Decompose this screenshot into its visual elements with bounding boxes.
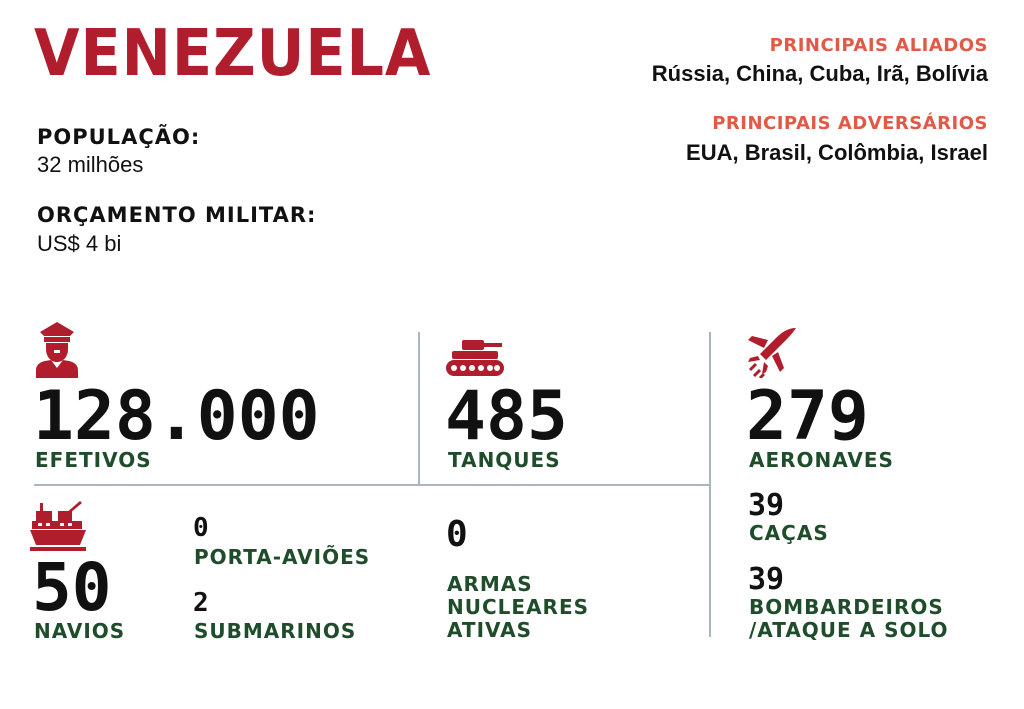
- population-label: POPULAÇÃO:: [37, 125, 201, 149]
- allies-list: Rússia, China, Cuba, Irã, Bolívia: [651, 61, 988, 86]
- nukes-label-line2: NUCLEARES: [447, 595, 590, 619]
- ships-value: 50: [32, 549, 112, 626]
- tanks-value: 485: [445, 377, 568, 456]
- divider-horizontal: [34, 484, 710, 486]
- nukes-label-line3: ATIVAS: [447, 618, 533, 642]
- divider-vertical-right: [709, 332, 711, 637]
- ships-label: NAVIOS: [34, 619, 126, 643]
- troops-value: 128.000: [33, 377, 320, 456]
- tank-icon: [446, 340, 504, 376]
- carriers-value: 0: [193, 513, 209, 543]
- bombers-label-line1: BOMBARDEIROS: [749, 595, 944, 619]
- divider-vertical-left: [418, 332, 420, 485]
- submarines-label: SUBMARINOS: [194, 619, 357, 643]
- nukes-label-line1: ARMAS: [447, 572, 533, 596]
- submarines-value: 2: [193, 588, 209, 618]
- soldier-icon: [36, 322, 78, 378]
- bombers-value: 39: [748, 562, 785, 597]
- adversaries-heading: PRINCIPAIS ADVERSÁRIOS: [712, 113, 988, 134]
- fighters-value: 39: [748, 488, 785, 523]
- aircraft-label: AERONAVES: [749, 448, 894, 472]
- fighters-label: CAÇAS: [749, 521, 829, 545]
- bombers-label-line2: /ATAQUE A SOLO: [749, 618, 949, 642]
- warship-icon: [30, 501, 86, 551]
- troops-label: EFETIVOS: [35, 448, 152, 472]
- tanks-label: TANQUES: [448, 448, 561, 472]
- population-value: 32 milhões: [37, 152, 144, 177]
- adversaries-list: EUA, Brasil, Colômbia, Israel: [686, 140, 988, 165]
- allies-heading: PRINCIPAIS ALIADOS: [769, 35, 988, 56]
- page-title: VENEZUELA: [34, 17, 432, 91]
- carriers-label: PORTA-AVIÕES: [194, 545, 371, 569]
- jet-icon: [748, 328, 796, 378]
- budget-label: ORÇAMENTO MILITAR:: [37, 203, 317, 227]
- aircraft-value: 279: [746, 377, 869, 456]
- nukes-value: 0: [446, 514, 468, 555]
- budget-value: US$ 4 bi: [37, 231, 122, 256]
